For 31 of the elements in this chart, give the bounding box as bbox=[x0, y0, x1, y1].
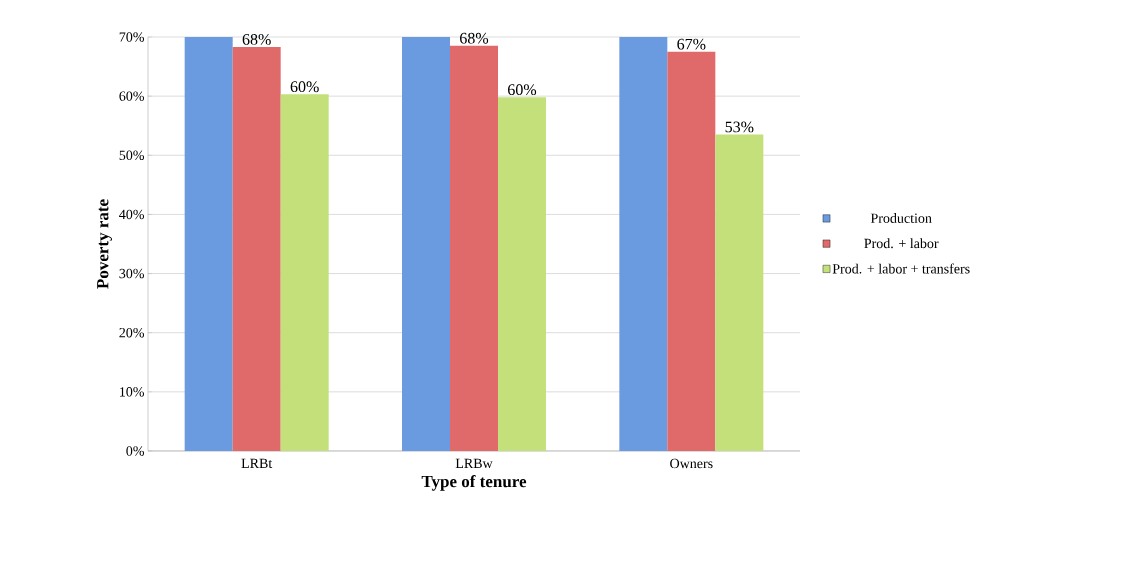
bar bbox=[402, 37, 451, 451]
bar bbox=[450, 45, 499, 451]
bar bbox=[619, 37, 668, 451]
y-axis-title: Poverty rate bbox=[97, 199, 112, 289]
x-tick-label: LRBt bbox=[241, 458, 273, 469]
legend-label: Prod. + labor + transfers bbox=[832, 263, 970, 274]
data-label: 68% bbox=[460, 32, 489, 44]
y-tick-label: 40% bbox=[119, 209, 144, 220]
data-label: 60% bbox=[290, 81, 319, 93]
data-label: 60% bbox=[508, 84, 537, 96]
bar bbox=[232, 47, 281, 451]
y-tick-label: 0% bbox=[126, 446, 144, 456]
x-tick-label: Owners bbox=[670, 458, 713, 469]
bar bbox=[715, 134, 764, 451]
bar bbox=[280, 94, 329, 451]
y-tick-label: 20% bbox=[119, 327, 144, 338]
y-tick-label: 70% bbox=[119, 32, 144, 42]
x-axis-title: Type of tenure bbox=[421, 475, 527, 491]
data-label: 67% bbox=[677, 38, 706, 50]
text: Prod. + labor bbox=[864, 238, 939, 249]
x-tick-label: LRBw bbox=[455, 458, 493, 469]
bar bbox=[184, 37, 233, 451]
y-tick-label: 10% bbox=[120, 387, 144, 397]
y-tick-label: 60% bbox=[119, 91, 144, 101]
bar bbox=[498, 97, 547, 451]
y-tick-label: 50% bbox=[119, 150, 144, 161]
text: Production bbox=[870, 213, 932, 223]
data-label: 68% bbox=[242, 34, 271, 45]
data-label: 53% bbox=[725, 121, 754, 133]
bar bbox=[667, 51, 716, 451]
y-tick-label: 30% bbox=[119, 268, 144, 279]
